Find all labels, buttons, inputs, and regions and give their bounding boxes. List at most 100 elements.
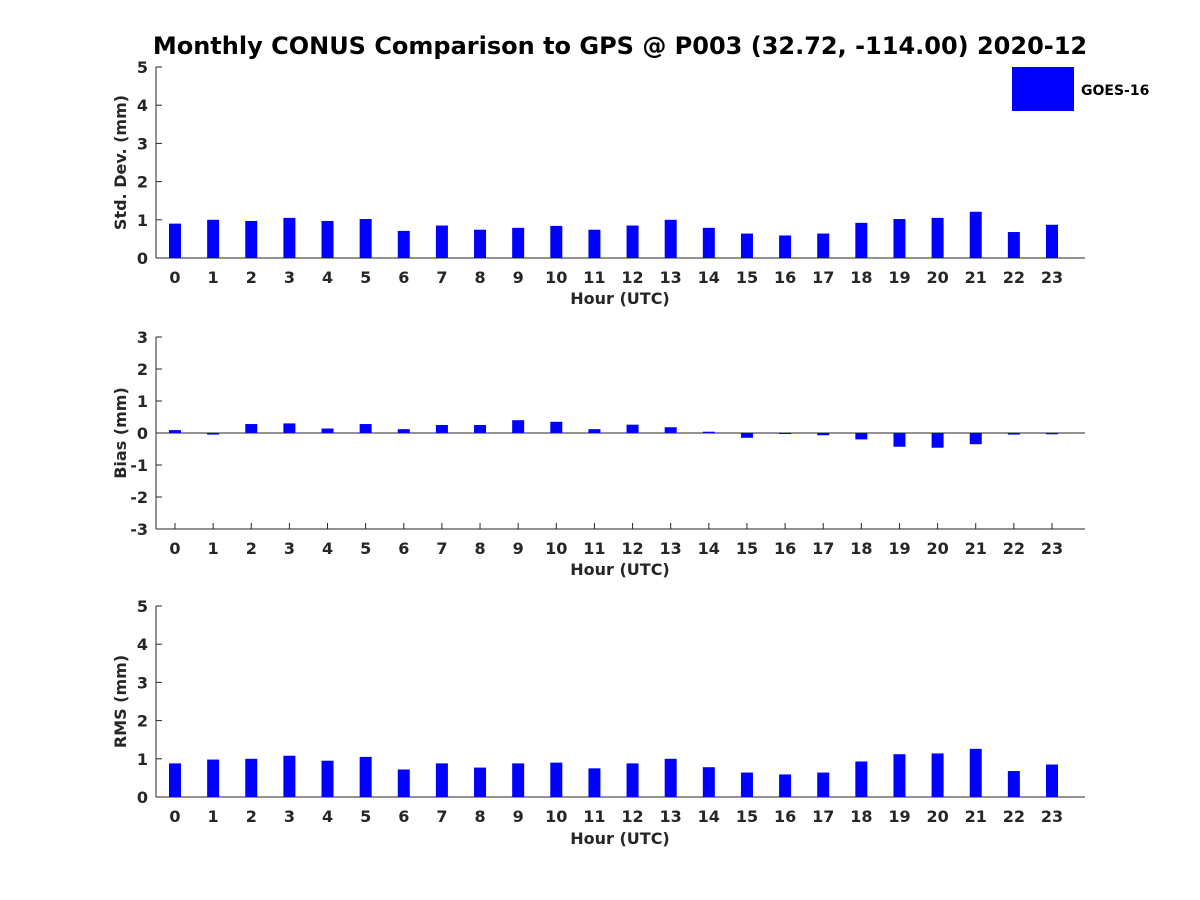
bar bbox=[855, 433, 868, 440]
y-tick-label: -2 bbox=[130, 488, 148, 507]
x-tick-label: 8 bbox=[474, 268, 485, 287]
x-tick-label: 20 bbox=[926, 268, 948, 287]
bar bbox=[245, 758, 258, 797]
x-tick-label: 8 bbox=[474, 539, 485, 558]
bar bbox=[169, 763, 181, 797]
bar bbox=[550, 762, 563, 797]
x-tick-label: 21 bbox=[965, 539, 987, 558]
x-tick-label: 13 bbox=[660, 268, 682, 287]
x-tick-label: 12 bbox=[621, 268, 643, 287]
bar bbox=[207, 759, 220, 797]
bar bbox=[550, 421, 563, 433]
bar bbox=[931, 753, 944, 797]
bar bbox=[207, 219, 220, 258]
bar bbox=[931, 433, 944, 448]
bar bbox=[1007, 433, 1020, 435]
bar bbox=[817, 772, 830, 797]
y-tick-label: 1 bbox=[137, 750, 148, 769]
bar bbox=[664, 427, 677, 433]
bar bbox=[855, 761, 868, 797]
y-tick-label: 2 bbox=[137, 173, 148, 192]
x-tick-label: 6 bbox=[398, 268, 409, 287]
bar bbox=[969, 433, 982, 445]
x-tick-label: 18 bbox=[850, 807, 872, 826]
y-tick-label: 1 bbox=[137, 392, 148, 411]
x-tick-label: 16 bbox=[774, 268, 796, 287]
x-tick-label: 0 bbox=[169, 268, 180, 287]
x-tick-label: 12 bbox=[621, 807, 643, 826]
bar bbox=[1007, 771, 1020, 797]
bar bbox=[1007, 232, 1020, 258]
bar bbox=[779, 774, 792, 797]
bar bbox=[664, 219, 677, 258]
x-tick-label: 19 bbox=[888, 539, 910, 558]
bar bbox=[474, 767, 487, 797]
x-tick-label: 5 bbox=[360, 807, 371, 826]
bar bbox=[359, 424, 372, 433]
x-tick-label: 9 bbox=[513, 539, 524, 558]
x-tick-label: 14 bbox=[698, 807, 720, 826]
x-axis-label: Hour (UTC) bbox=[570, 289, 670, 308]
x-tick-label: 17 bbox=[812, 539, 834, 558]
y-tick-label: 4 bbox=[137, 96, 148, 115]
bar bbox=[740, 772, 753, 797]
x-tick-label: 10 bbox=[545, 807, 567, 826]
y-tick-label: -1 bbox=[130, 456, 148, 475]
bar bbox=[969, 748, 982, 797]
x-tick-label: 18 bbox=[850, 268, 872, 287]
bar bbox=[283, 217, 296, 258]
x-tick-label: 16 bbox=[774, 807, 796, 826]
x-tick-label: 19 bbox=[888, 807, 910, 826]
y-tick-label: 0 bbox=[137, 788, 148, 807]
bar bbox=[283, 755, 296, 797]
x-tick-label: 6 bbox=[398, 539, 409, 558]
x-tick-label: 21 bbox=[965, 268, 987, 287]
bar bbox=[169, 430, 181, 433]
bar bbox=[1045, 433, 1058, 435]
x-tick-label: 3 bbox=[284, 807, 295, 826]
bar bbox=[397, 230, 410, 258]
chart-title: Monthly CONUS Comparison to GPS @ P003 (… bbox=[153, 32, 1087, 60]
x-tick-label: 17 bbox=[812, 268, 834, 287]
bar bbox=[702, 767, 715, 797]
bar bbox=[969, 211, 982, 258]
bar bbox=[893, 754, 906, 797]
bar bbox=[855, 222, 868, 258]
bar bbox=[893, 219, 906, 258]
bar bbox=[245, 220, 258, 258]
bar bbox=[397, 769, 410, 797]
bar bbox=[397, 429, 410, 433]
x-tick-label: 11 bbox=[583, 807, 605, 826]
x-tick-label: 12 bbox=[621, 539, 643, 558]
bar bbox=[893, 433, 906, 447]
y-axis-label: Std. Dev. (mm) bbox=[111, 95, 130, 230]
x-tick-label: 13 bbox=[660, 539, 682, 558]
x-tick-label: 15 bbox=[736, 268, 758, 287]
bar bbox=[626, 225, 639, 258]
bar bbox=[702, 431, 715, 433]
bar bbox=[359, 756, 372, 797]
y-tick-label: 0 bbox=[137, 424, 148, 443]
legend-label: GOES-16 bbox=[1081, 83, 1149, 99]
x-tick-label: 20 bbox=[926, 539, 948, 558]
x-tick-label: 23 bbox=[1041, 268, 1063, 287]
x-tick-label: 20 bbox=[926, 807, 948, 826]
x-tick-label: 11 bbox=[583, 539, 605, 558]
bar bbox=[321, 220, 334, 258]
x-tick-label: 3 bbox=[284, 539, 295, 558]
x-tick-label: 5 bbox=[360, 268, 371, 287]
x-tick-label: 23 bbox=[1041, 539, 1063, 558]
y-axis-label: RMS (mm) bbox=[111, 655, 130, 748]
bar bbox=[779, 433, 792, 434]
x-tick-label: 5 bbox=[360, 539, 371, 558]
bar bbox=[588, 429, 601, 433]
bar bbox=[779, 235, 792, 258]
x-tick-label: 22 bbox=[1003, 539, 1025, 558]
y-tick-label: 4 bbox=[137, 635, 148, 654]
x-tick-label: 14 bbox=[698, 268, 720, 287]
x-tick-label: 19 bbox=[888, 268, 910, 287]
legend: GOES-16 bbox=[1012, 67, 1149, 111]
bar bbox=[664, 758, 677, 797]
